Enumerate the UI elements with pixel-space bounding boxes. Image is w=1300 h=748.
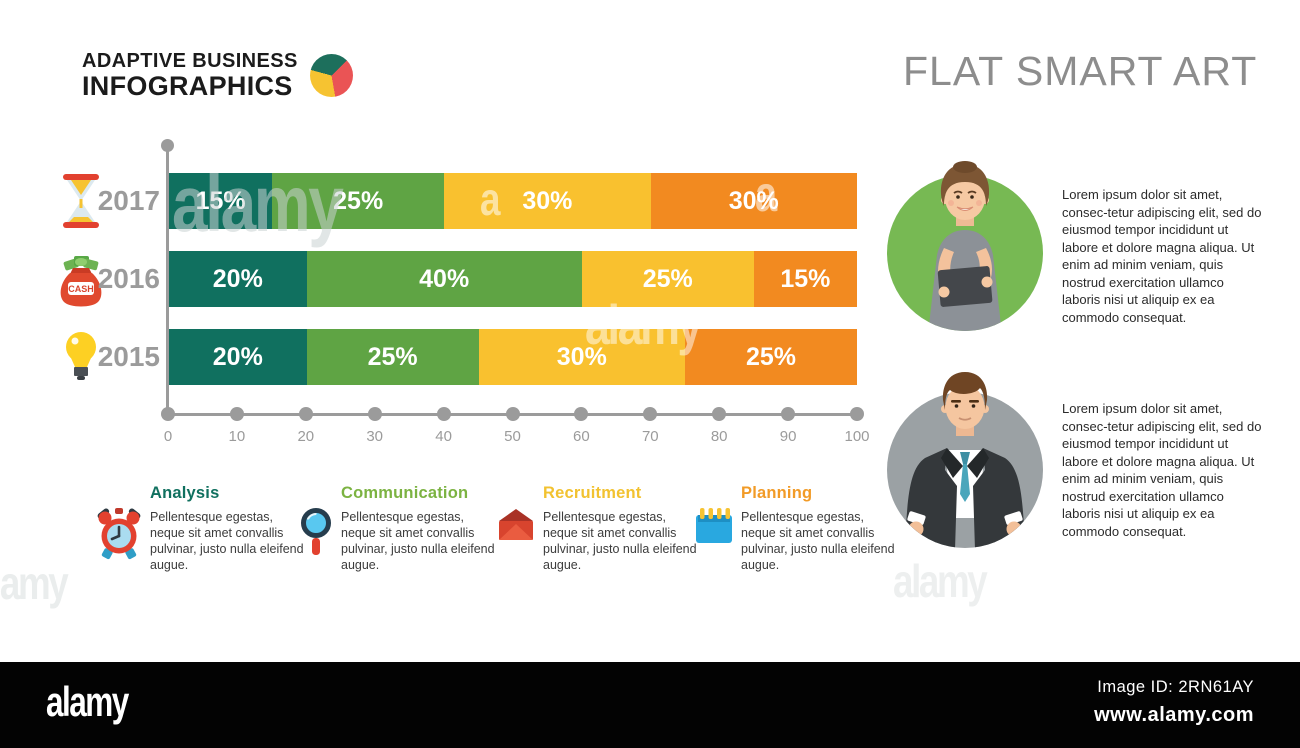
axis-tick-dot [781,407,796,421]
axis-tick-label: 40 [435,428,452,445]
alamy-url: www.alamy.com [1094,704,1254,726]
axis-tick-label: 30 [366,428,384,445]
legend-item-recruitment: Recruitment Pellentesque egestas, neque s… [496,484,701,573]
axis-tick-dot [229,407,244,421]
axis-tick-label: 50 [504,428,521,445]
bar-segment-recruitment: 30% [444,173,651,229]
category-label: 2017 [97,185,160,216]
bar-segment-analysis: 20% [169,329,307,385]
bar-segment-communication: 40% [306,251,582,307]
alamy-watermark-bar: alamy Image ID: 2RN61AY www.alamy.com [0,662,1300,748]
footer-credit: Image ID: 2RN61AY www.alamy.com [1094,678,1254,727]
axis-tick-label: 0 [163,428,173,445]
legend-title: Analysis [150,484,220,502]
axis-tick-label: 100 [844,428,870,445]
light-bulb-icon [56,329,106,385]
chart-row-2015: 2015 20% 25% 30% 25% [0,329,880,385]
legend-item-communication: Communication Pellentesque egestas, neque… [298,484,499,573]
chart-row-2017: 2017 15% 25% 30% 30% [0,173,880,229]
axis-tick-label: 20 [297,428,315,445]
hourglass-icon [56,173,106,229]
axis-tick-dot [712,407,727,421]
profile-text-2: Lorem ipsum dolor sit amet, consec-tetur… [1062,401,1262,539]
legend-description: Pellentesque egestas, neque sit amet con… [150,510,304,572]
legend-title: Communication [341,484,469,502]
cash-label: CASH [68,284,94,294]
bar-value-label: 30% [728,186,779,215]
businessman-avatar [887,372,1043,548]
bar-value-label: 25% [367,342,418,371]
bar-segment-analysis: 15% [169,173,273,229]
money-bag-icon: CASH [56,251,106,307]
logo-line1: ADAPTIVE BUSINESS [82,50,298,72]
calendar-icon [694,507,734,573]
alamy-watermark-tile: alamy [893,555,988,607]
alarm-clock-icon [95,507,143,573]
legend-title: Recruitment [543,484,642,502]
axis-tick-dot [436,407,451,421]
bar-segment-recruitment: 25% [581,251,754,307]
bar-segment-recruitment: 30% [478,329,685,385]
bar-segment-planning: 25% [684,329,857,385]
logo-text: ADAPTIVE BUSINESS INFOGRAPHICS [82,50,298,100]
bar-segment-analysis: 20% [169,251,307,307]
legend-description: Pellentesque egestas, neque sit amet con… [341,510,495,572]
bar-value-label: 15% [780,264,831,293]
axis-tick-label: 10 [228,428,246,445]
y-axis [161,139,174,416]
axis-tick-dot [850,407,864,421]
axis-tick-label: 80 [710,428,728,445]
bar-value-label: 15% [195,186,246,215]
category-label: 2015 [97,341,160,372]
logo: ADAPTIVE BUSINESS INFOGRAPHICS [82,50,353,100]
bar-segment-planning: 30% [650,173,857,229]
chart-row-2016: CASH 2016 20% 40% 25% 15% [0,251,880,307]
logo-line2: INFOGRAPHICS [82,71,293,101]
axis-tick-dot [367,407,382,421]
bar-value-label: 30% [556,342,607,371]
axis-tick-label: 90 [779,428,797,445]
axis-tick-dot [161,407,175,421]
bar-segment-planning: 15% [753,251,857,307]
bar-value-label: 25% [745,342,796,371]
axis-tick-dot [643,407,658,421]
bar-track: 20% 40% 25% 15% [169,251,857,307]
axis-tick-dot [505,407,520,421]
envelope-icon [496,507,536,573]
bar-value-label: 40% [419,264,470,293]
axis-tick-dot [574,407,589,421]
bar-track: 15% 25% 30% 30% [169,173,857,229]
bar-value-label: 25% [333,186,384,215]
bar-value-label: 20% [212,342,263,371]
magnifier-icon [298,507,334,573]
bar-value-label: 20% [212,264,263,293]
axis-tick-label: 70 [641,428,659,445]
legend-item-planning: Planning Pellentesque egestas, neque sit … [694,484,899,573]
bar-value-label: 30% [522,186,573,215]
category-label: 2016 [97,263,160,294]
bar-track: 20% 25% 30% 25% [169,329,857,385]
axis-tick-dot [298,407,313,421]
alamy-watermark-tile: alamy [0,557,69,609]
bar-value-label: 25% [642,264,693,293]
page-title: FLAT SMART ART [903,48,1258,94]
legend-description: Pellentesque egestas, neque sit amet con… [741,510,895,572]
pie-chart-icon [309,53,353,97]
businesswoman-avatar [887,161,1043,331]
bar-segment-communication: 25% [272,173,445,229]
bar-segment-communication: 25% [306,329,479,385]
alamy-logo: alamy [46,678,129,725]
profile-text-1: Lorem ipsum dolor sit amet, consec-tetur… [1062,187,1262,325]
legend-title: Planning [741,484,813,502]
legend-item-analysis: Analysis Pellentesque egestas, neque sit … [95,484,308,573]
axis-tick-label: 60 [573,428,590,445]
legend-description: Pellentesque egestas, neque sit amet con… [543,510,697,572]
image-id: Image ID: 2RN61AY [1097,678,1254,696]
